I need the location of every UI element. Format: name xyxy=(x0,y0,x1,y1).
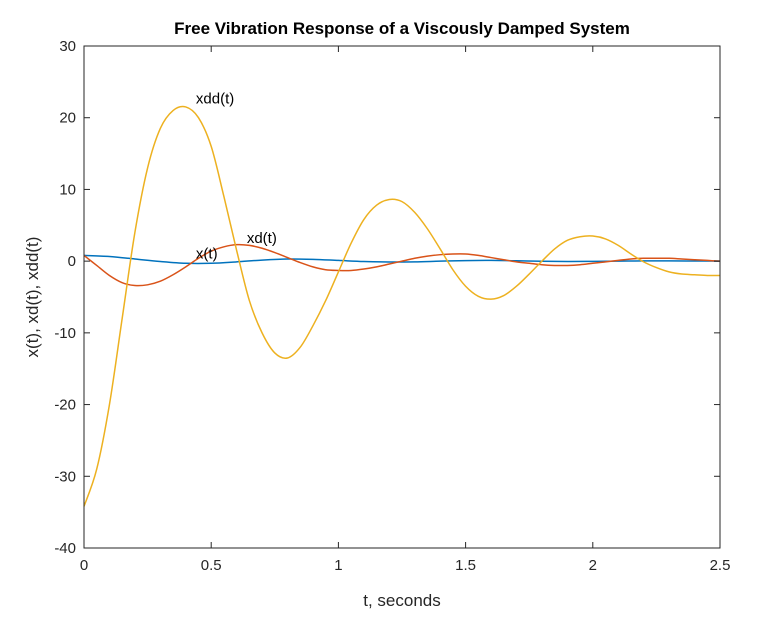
y-tick-label: -30 xyxy=(54,468,76,485)
x-tick-label: 1 xyxy=(334,557,342,574)
annotation-label: xd(t) xyxy=(247,230,277,247)
plot-background xyxy=(84,46,720,548)
series-line-xd-t xyxy=(83,243,721,287)
y-tick-label: -20 xyxy=(54,397,76,414)
x-tick-label: 2 xyxy=(589,557,597,574)
x-tick-label: 1.5 xyxy=(455,557,476,574)
axes-box xyxy=(83,45,721,549)
x-tick-label: 2.5 xyxy=(710,557,731,574)
x-tick-label: 0.5 xyxy=(201,557,222,574)
chart-title: Free Vibration Response of a Viscously D… xyxy=(174,19,630,38)
series-layer xyxy=(83,105,721,507)
y-tick-label: -10 xyxy=(54,325,76,342)
y-tick-label: -40 xyxy=(54,540,76,557)
annotation-label: xdd(t) xyxy=(196,90,234,107)
y-tick-label: 20 xyxy=(59,110,76,127)
annotation-layer: xdd(t) xd(t) x(t) xyxy=(196,90,277,262)
series-line-xdd-t xyxy=(83,105,721,507)
annotation-label: x(t) xyxy=(196,245,218,262)
x-axis-label: t, seconds xyxy=(363,591,441,610)
x-tick-label: 0 xyxy=(80,557,88,574)
y-tick-label: 10 xyxy=(59,181,76,198)
y-tick-label: 0 xyxy=(68,253,76,270)
y-tick-label: 30 xyxy=(59,38,76,55)
y-axis-label: x(t), xd(t), xdd(t) xyxy=(23,237,42,358)
tick-layer: 0 0.5 1 1.5 2 2.5 -40 -30 -20 -10 0 10 20 30 xyxy=(54,38,730,574)
